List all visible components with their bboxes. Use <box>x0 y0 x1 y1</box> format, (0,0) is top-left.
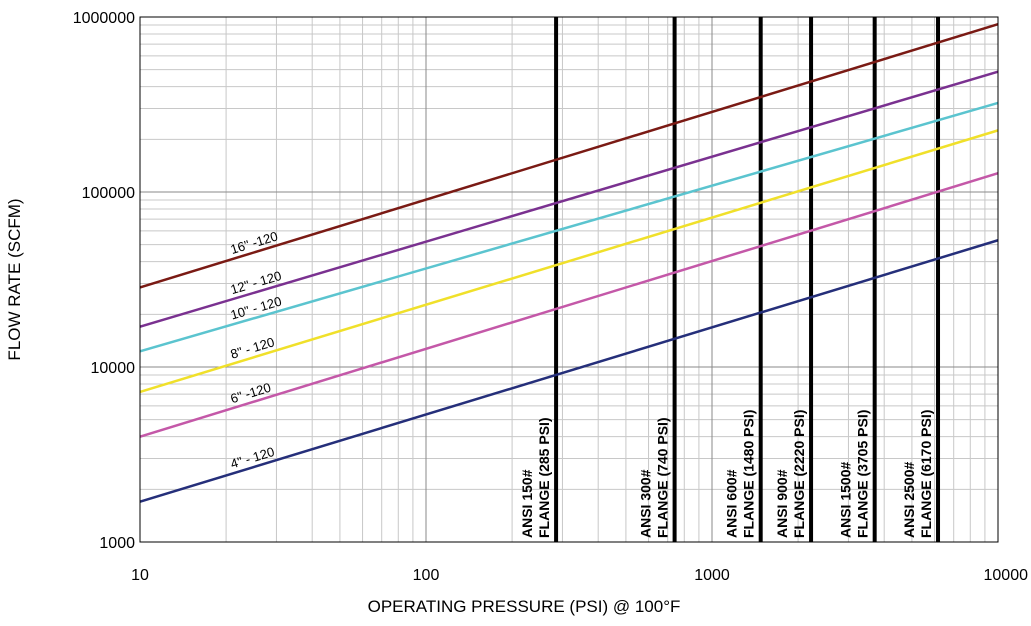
y-tick-labels: 1000 10000 100000 1000000 <box>73 10 135 552</box>
flow-curve <box>139 172 999 438</box>
flange-label-rating: FLANGE (3705 PSI) <box>855 410 871 538</box>
x-axis-title: OPERATING PRESSURE (PSI) @ 100°F <box>368 597 681 616</box>
flange-label-rating: FLANGE (1480 PSI) <box>741 410 757 538</box>
y-tick-label: 100000 <box>82 185 135 202</box>
flow-curve <box>139 101 999 353</box>
flange-label-rating: FLANGE (2220 PSI) <box>791 410 807 538</box>
flange-label-class: ANSI 600# <box>724 469 740 538</box>
flow-curve <box>139 22 999 289</box>
x-tick-label: 1000 <box>694 567 730 584</box>
flange-label-rating: FLANGE (285 PSI) <box>536 417 552 538</box>
flange-label-class: ANSI 1500# <box>838 462 854 538</box>
flange-label-rating: FLANGE (6170 PSI) <box>918 410 934 538</box>
x-tick-labels: 10 100 1000 10000 <box>131 567 1028 584</box>
flange-label-class: ANSI 2500# <box>901 462 917 538</box>
flow-curve <box>139 239 999 503</box>
plot-frame <box>139 16 999 543</box>
x-tick-label: 100 <box>413 567 440 584</box>
flange-label-class: ANSI 150# <box>519 469 535 538</box>
flange-label-class: ANSI 300# <box>638 469 654 538</box>
y-tick-label: 10000 <box>91 360 136 377</box>
x-tick-label: 10 <box>131 567 149 584</box>
y-axis-title: FLOW RATE (SCFM) <box>5 198 24 360</box>
flow-curve <box>139 129 999 394</box>
x-tick-label: 10000 <box>984 567 1029 584</box>
y-tick-label: 1000 <box>99 535 135 552</box>
grid-lines <box>139 16 999 543</box>
flange-label-rating: FLANGE (740 PSI) <box>655 417 671 538</box>
flange-label-class: ANSI 900# <box>774 469 790 538</box>
flow-curve <box>139 70 999 328</box>
flange-lines: ANSI 150# FLANGE (285 PSI) ANSI 300# FLANGE… <box>519 17 941 542</box>
y-tick-label: 1000000 <box>73 10 135 27</box>
